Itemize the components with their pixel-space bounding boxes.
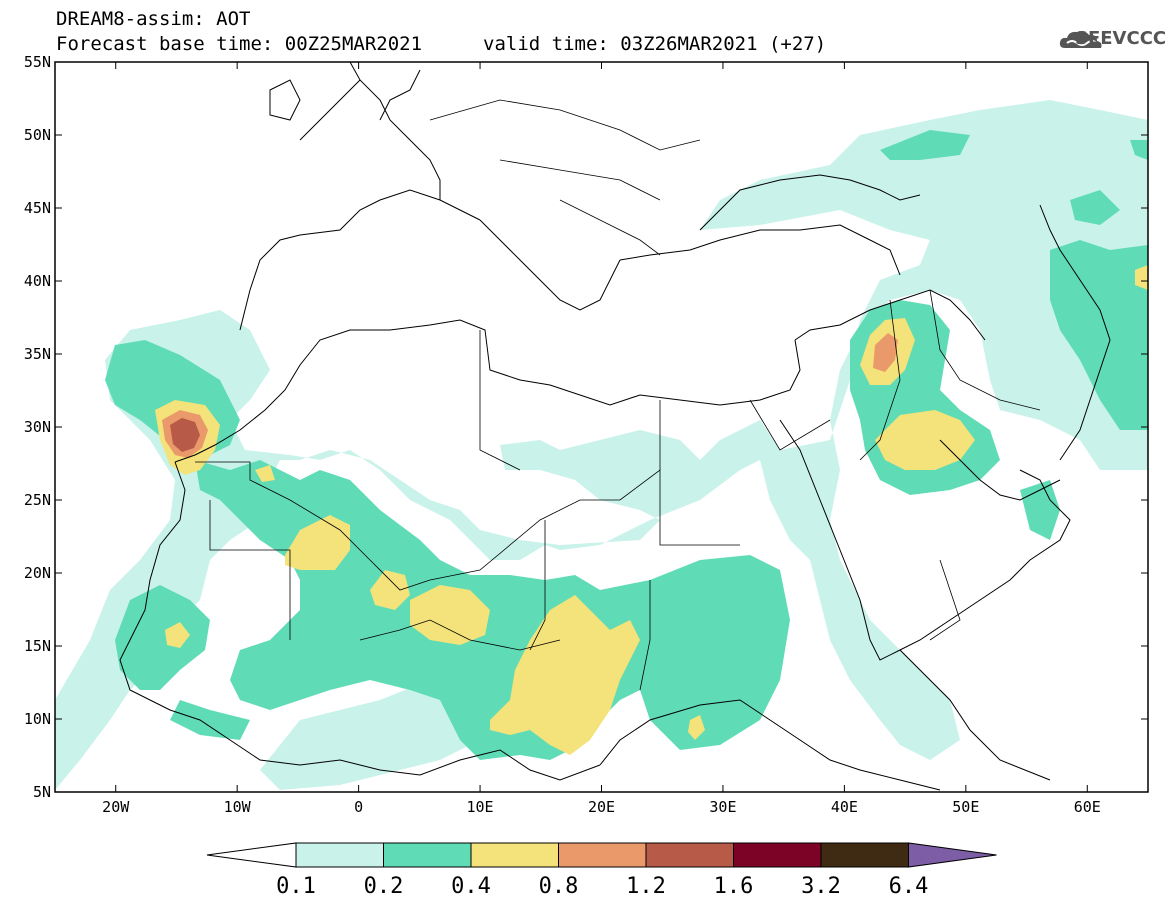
lat-tick-label: 25N <box>24 491 51 509</box>
colorbar-level-label: 6.4 <box>889 874 929 899</box>
longitude-ticks: 20W 10W 0 10E 20E 30E 40E 50E 60E <box>102 62 1101 816</box>
colorbar-box <box>733 842 822 868</box>
colorbar-level-label: 3.2 <box>801 874 841 899</box>
colorbar-level-label: 1.2 <box>626 874 666 899</box>
colorbar-box <box>383 842 472 868</box>
lat-tick-label: 15N <box>24 637 51 655</box>
lon-tick-label: 10W <box>224 798 252 816</box>
lon-tick-label: 60E <box>1074 798 1101 816</box>
colorbar-box <box>820 842 909 868</box>
lon-tick-label: 0 <box>354 798 363 816</box>
colorbar-box <box>295 842 384 868</box>
lon-tick-label: 30E <box>709 798 736 816</box>
forecast-base-time: Forecast base time: 00Z25MAR2021 <box>56 33 423 55</box>
colorbar-over-triangle <box>908 842 997 868</box>
colorbar-box <box>645 842 734 868</box>
lat-tick-label: 45N <box>24 199 51 217</box>
country-borders <box>195 99 1041 691</box>
lon-tick-label: 20E <box>588 798 615 816</box>
colorbar-level-label: 0.1 <box>276 874 316 899</box>
colorbar-under-triangle <box>206 842 297 868</box>
lon-tick-label: 40E <box>831 798 858 816</box>
latitude-ticks: 55N 50N 45N 40N 35N 30N 25N 20N 15N 10N 5N <box>24 53 1148 801</box>
colorbar-level-label: 0.2 <box>364 874 404 899</box>
lon-tick-label: 50E <box>952 798 979 816</box>
lon-tick-label: 20W <box>102 798 130 816</box>
coastlines <box>119 62 1111 791</box>
lat-tick-label: 50N <box>24 126 51 144</box>
colorbar-level-label: 0.4 <box>451 874 491 899</box>
lat-tick-label: 20N <box>24 564 51 582</box>
lon-tick-label: 10E <box>467 798 494 816</box>
colorbar-level-label: 0.8 <box>539 874 579 899</box>
lat-tick-label: 35N <box>24 345 51 363</box>
logo-label: SEEVCCC <box>1075 28 1165 49</box>
aot-level-0-4 <box>155 265 1148 755</box>
lat-tick-label: 10N <box>24 710 51 728</box>
colorbar-labels: 0.1 0.2 0.4 0.8 1.2 1.6 3.2 6.4 <box>276 874 928 899</box>
map-title: DREAM8-assim: AOT <box>56 8 251 30</box>
colorbar-boxes <box>206 842 997 868</box>
lat-tick-label: 55N <box>24 53 51 71</box>
lat-tick-label: 5N <box>33 783 51 801</box>
lat-tick-label: 30N <box>24 418 51 436</box>
aot-level-1-2 <box>170 418 200 452</box>
colorbar-level-label: 1.6 <box>714 874 754 899</box>
aot-level-0-1 <box>55 100 1148 790</box>
colorbar-box <box>558 842 647 868</box>
colorbar-box <box>470 842 559 868</box>
lat-tick-label: 40N <box>24 272 51 290</box>
valid-time: valid time: 03Z26MAR2021 (+27) <box>483 33 827 55</box>
cloud-logo-icon <box>1059 31 1102 48</box>
